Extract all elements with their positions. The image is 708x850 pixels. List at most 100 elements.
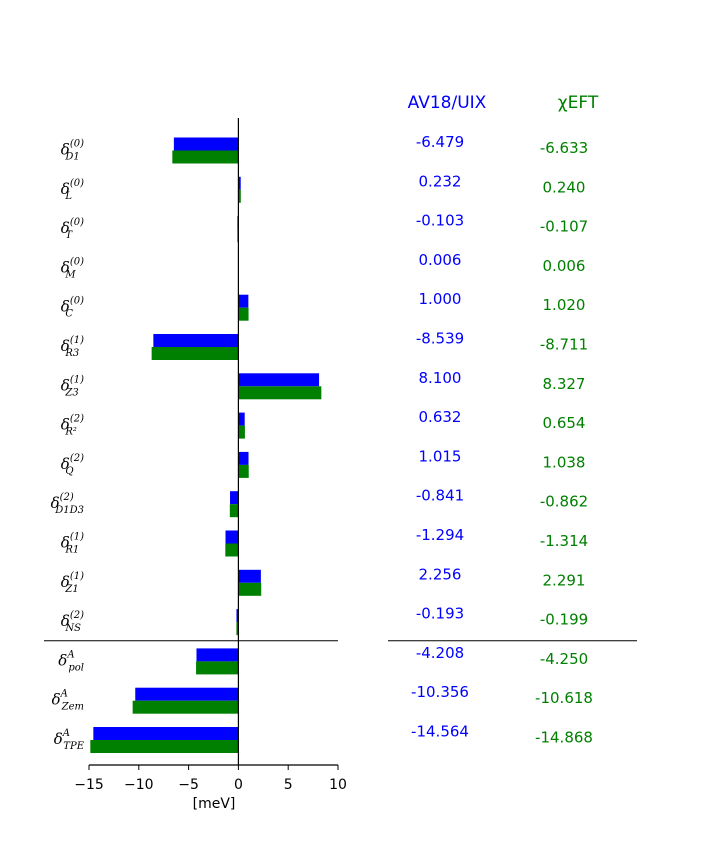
values-table: AV18/UIX -6.479 0.232 -0.103 0.006 1.000 -8.53… xyxy=(408,93,599,747)
x-tick-label: 0 xyxy=(234,777,243,793)
label-subscript: M xyxy=(64,269,76,280)
label-base: δ xyxy=(61,612,70,630)
chieft-value: 0.654 xyxy=(543,414,586,432)
av18-value: -14.564 xyxy=(411,723,469,741)
y-tick-label: δ(0) D1 xyxy=(61,139,84,163)
label-base: δ xyxy=(61,219,70,237)
bar-av18-11 xyxy=(238,569,261,583)
y-labels-layer: δ(0) D1δ(0) Lδ(0) Tδ(0) Mδ(0) Cδ(1) R3δ(1) Z3δ(… xyxy=(51,139,85,753)
y-tick-label: δ(0) M xyxy=(61,256,84,280)
av18-value: -0.841 xyxy=(416,487,464,505)
av18-value: 0.632 xyxy=(419,408,462,426)
label-base: δ xyxy=(61,376,70,394)
y-tick-label: δ(0) T xyxy=(61,217,84,241)
bar-chieft-9 xyxy=(229,504,239,518)
label-superscript: (1) xyxy=(70,335,84,346)
y-tick-label: δ(1) Z1 xyxy=(61,571,84,595)
bar-chieft-6 xyxy=(238,386,322,400)
av18-value: 2.256 xyxy=(419,565,462,583)
av18-value: -4.208 xyxy=(416,644,464,662)
label-base: δ xyxy=(61,455,70,473)
label-subscript: D1 xyxy=(64,152,79,163)
bar-av18-10 xyxy=(225,530,239,544)
chieft-value: -10.618 xyxy=(535,689,593,707)
av18-value: 0.232 xyxy=(419,172,462,190)
label-superscript: (0) xyxy=(70,256,84,267)
label-subscript: Z1 xyxy=(64,584,78,595)
label-base: δ xyxy=(52,691,61,709)
label-superscript: A xyxy=(66,649,74,660)
label-superscript: (0) xyxy=(70,296,84,307)
chieft-value: 0.240 xyxy=(543,178,586,196)
bar-chieft-13 xyxy=(196,661,239,675)
x-tick-label: 5 xyxy=(284,777,293,793)
y-tick-label: δA TPE xyxy=(54,728,85,752)
av18-value: -10.356 xyxy=(411,683,469,701)
bar-chieft-10 xyxy=(225,543,239,557)
av18-value: 1.015 xyxy=(419,447,462,465)
chieft-value: -1.314 xyxy=(540,532,588,550)
av18-value: -1.294 xyxy=(416,526,464,544)
label-superscript: (2) xyxy=(70,610,84,621)
label-base: δ xyxy=(61,258,70,276)
label-base: δ xyxy=(61,298,70,316)
label-subscript: R1 xyxy=(64,545,79,556)
x-tick-label: −15 xyxy=(74,777,104,793)
label-subscript: D1D3 xyxy=(54,505,84,516)
label-superscript: (0) xyxy=(70,178,84,189)
bar-av18-5 xyxy=(153,334,239,347)
bar-chieft-14 xyxy=(132,700,239,714)
y-tick-label: δ(2) NS xyxy=(61,610,84,634)
label-base: δ xyxy=(61,534,70,552)
av18-value: -0.103 xyxy=(416,212,464,230)
chieft-value: 2.291 xyxy=(543,571,586,589)
label-base: δ xyxy=(51,494,60,512)
chieft-value: 1.020 xyxy=(543,296,586,314)
label-superscript: (0) xyxy=(70,139,84,150)
label-base: δ xyxy=(58,651,67,669)
chieft-value: 8.327 xyxy=(543,375,586,393)
av18-value: -6.479 xyxy=(416,133,464,151)
bar-chieft-5 xyxy=(151,347,239,360)
bar-av18-14 xyxy=(135,687,239,701)
label-subscript: TPE xyxy=(63,741,84,752)
bar-av18-13 xyxy=(196,648,239,662)
label-subscript: L xyxy=(64,191,72,202)
label-superscript: A xyxy=(60,689,68,700)
bar-av18-1 xyxy=(238,176,241,190)
y-tick-label: δ(1) Z3 xyxy=(61,374,84,398)
bar-chieft-4 xyxy=(238,307,249,321)
x-tick-label: −10 xyxy=(124,777,154,793)
bar-av18-8 xyxy=(238,451,249,465)
bar-av18-7 xyxy=(238,412,245,426)
bar-av18-0 xyxy=(173,137,239,151)
av18-value: 8.100 xyxy=(419,369,462,387)
y-tick-label: δ(2) D1D3 xyxy=(51,492,84,516)
chieft-value: -0.199 xyxy=(540,611,588,629)
chieft-value: -8.711 xyxy=(540,336,588,354)
chieft-value: -0.107 xyxy=(540,218,588,236)
chieft-value: -0.862 xyxy=(540,493,588,511)
y-tick-label: δA Zem xyxy=(52,689,84,713)
bar-av18-6 xyxy=(238,373,320,387)
bar-av18-12 xyxy=(236,609,239,623)
label-base: δ xyxy=(61,141,70,159)
label-subscript: Z3 xyxy=(64,387,78,398)
column-header-av18: AV18/UIX xyxy=(408,93,487,113)
chieft-value: 0.006 xyxy=(543,257,586,275)
bar-chieft-15 xyxy=(90,740,239,753)
bar-chieft-11 xyxy=(238,582,262,596)
y-tick-label: δ(0) C xyxy=(61,296,84,320)
label-subscript: R² xyxy=(64,427,77,438)
av18-value: -8.539 xyxy=(416,330,464,348)
bars-layer xyxy=(90,137,322,753)
label-base: δ xyxy=(61,180,70,198)
x-axis-label: [meV] xyxy=(193,796,236,812)
bar-av18-15 xyxy=(93,727,239,740)
label-superscript: (1) xyxy=(70,571,84,582)
y-tick-label: δ(1) R1 xyxy=(61,532,84,556)
label-subscript: pol xyxy=(68,662,84,673)
y-tick-label: δA pol xyxy=(58,649,84,673)
bar-av18-9 xyxy=(230,491,239,505)
